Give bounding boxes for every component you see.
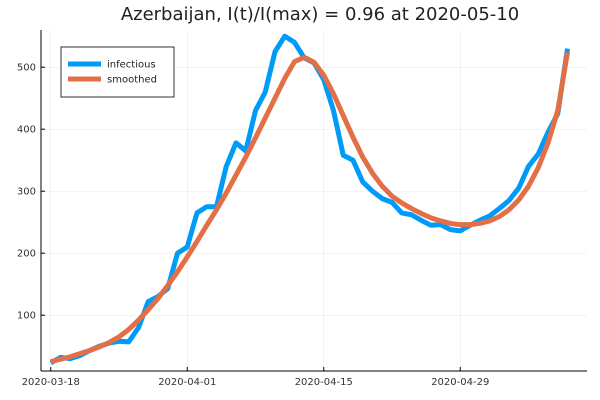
x-tick-label: 2020-03-18: [22, 377, 80, 388]
legend: infectious smoothed: [60, 46, 175, 98]
legend-label-infectious: infectious: [107, 60, 156, 71]
x-tick-label: 2020-04-29: [431, 377, 489, 388]
legend-box: [60, 46, 175, 98]
y-tick-label: 500: [17, 63, 36, 74]
series-lines: [49, 33, 570, 366]
y-tick-label: 400: [17, 125, 36, 136]
y-tick-label: 300: [17, 187, 36, 198]
x-tick-label: 2020-04-15: [295, 377, 353, 388]
y-tick-label: 200: [17, 249, 36, 260]
tick-labels: 100 200 300 400 500 2020-03-18 2020-04-01 2020-…: [17, 63, 489, 388]
axes: [40, 30, 587, 372]
series-line-smoothed: [50, 51, 570, 365]
legend-label-smoothed: smoothed: [107, 75, 157, 86]
chart-title: Azerbaijan, I(t)/I(max) = 0.96 at 2020-0…: [121, 4, 519, 25]
y-tick-label: 100: [17, 311, 36, 322]
x-tick-label: 2020-04-01: [158, 377, 216, 388]
